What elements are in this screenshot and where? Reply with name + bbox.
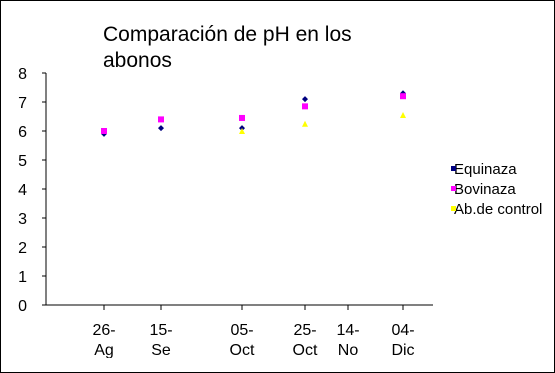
legend-label: Equinaza [454, 161, 517, 178]
legend-label: Bovinaza [454, 181, 516, 198]
data-point-bovinaza [400, 93, 406, 100]
x-tick-label: 05-Oct [230, 322, 255, 359]
y-tick-label: 7 [18, 95, 27, 112]
y-tick-label: 4 [18, 182, 27, 199]
data-point-bovinaza [101, 128, 107, 134]
legend-label: Ab.de control [454, 201, 543, 218]
y-tick-label: 3 [18, 211, 27, 228]
data-point-ab-de-control [302, 120, 308, 127]
x-tick-label: 25-Oct [293, 322, 318, 359]
chart-legend: Equinaza Bovinaza Ab.de control [448, 160, 553, 242]
y-tick-label: 2 [18, 240, 27, 257]
legend-marker [451, 206, 456, 211]
data-point-equinaza [158, 125, 164, 132]
x-tick-label: 26-Ag [92, 322, 115, 359]
data-point-bovinaza [158, 116, 164, 123]
y-tick-label: 6 [18, 124, 27, 141]
x-tick-label: 14-No [336, 322, 359, 359]
data-point-bovinaza [239, 114, 245, 121]
legend-marker [451, 166, 456, 171]
y-tick-label: 1 [18, 269, 27, 286]
legend-item: Ab.de control [448, 200, 553, 220]
x-tick-label: 15-Se [149, 322, 172, 359]
y-tick-label: 0 [18, 298, 27, 315]
data-point-bovinaza [302, 103, 308, 110]
legend-item: Bovinaza [448, 180, 553, 200]
data-point-ab-de-control [239, 128, 245, 134]
data-point-ab-de-control [400, 112, 406, 119]
legend-marker [451, 186, 456, 191]
x-tick-label: 04-Dic [391, 322, 414, 359]
y-tick-label: 5 [18, 153, 27, 170]
data-point-equinaza [302, 96, 308, 103]
y-tick-label: 8 [18, 66, 27, 83]
legend-item: Equinaza [448, 160, 553, 180]
chart-title: Comparación de pH en los abonos [103, 23, 352, 70]
